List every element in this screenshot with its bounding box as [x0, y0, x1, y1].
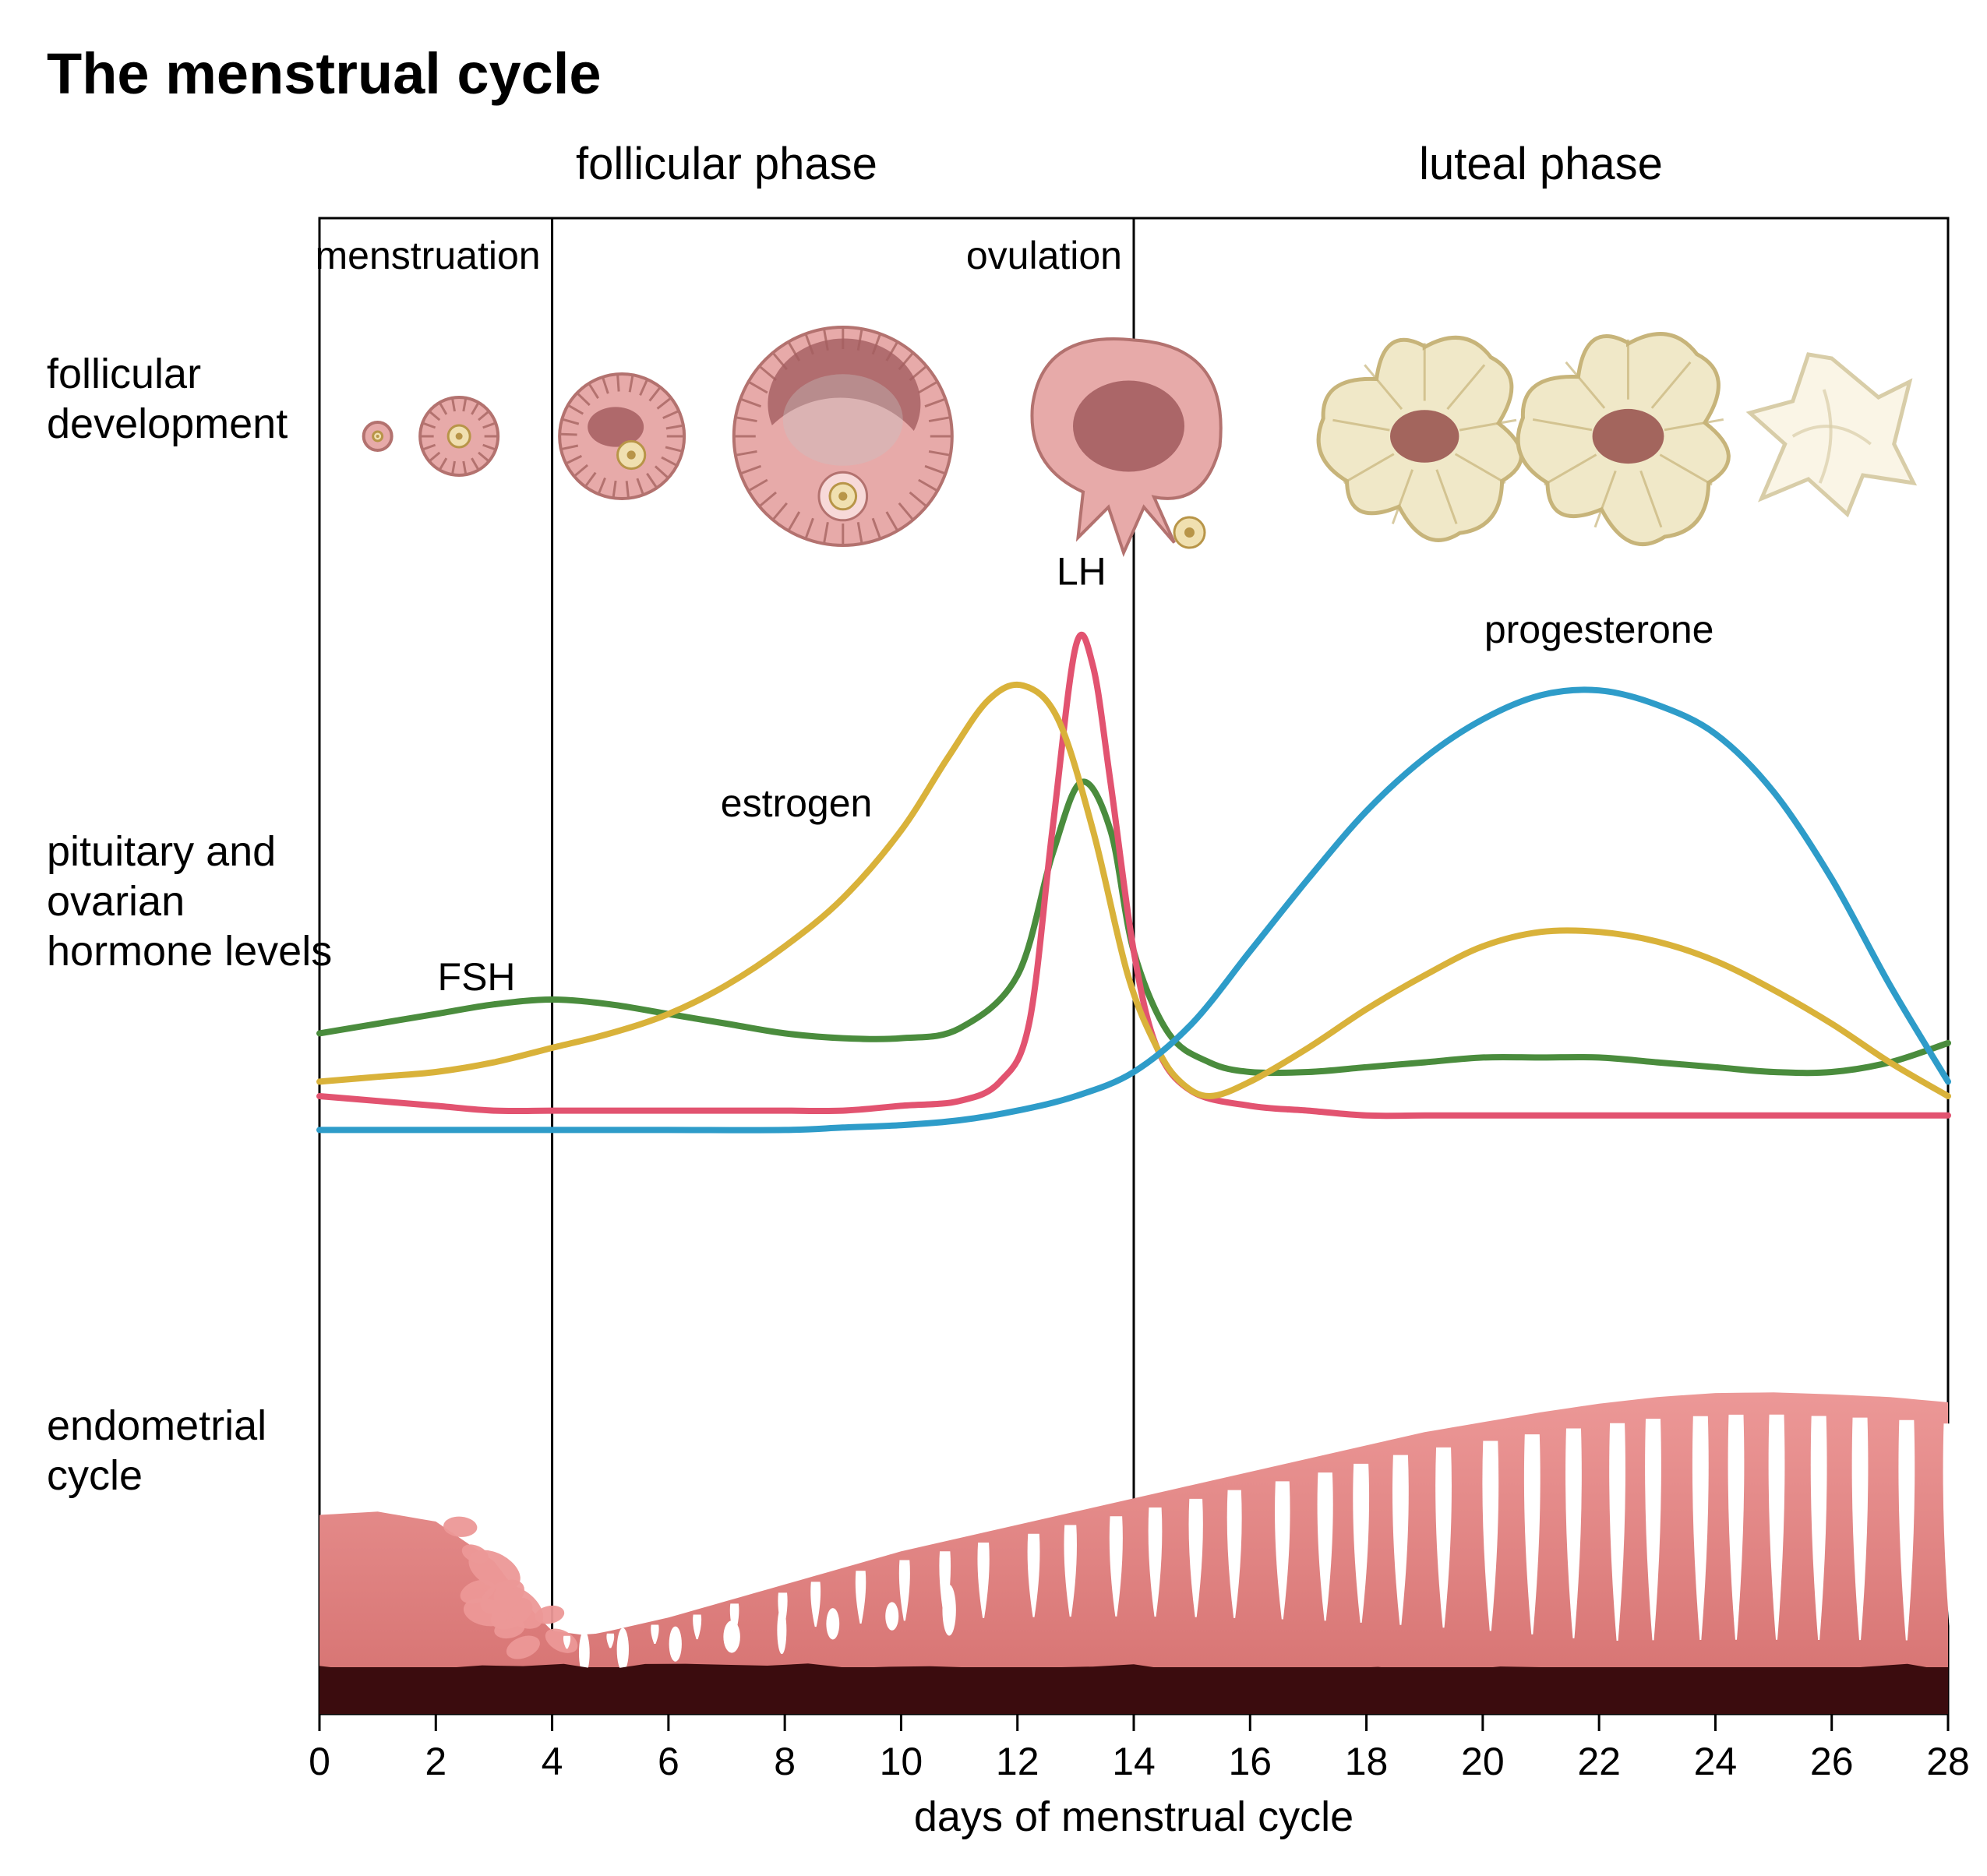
x-tick-label: 22: [1577, 1740, 1621, 1783]
follicle-stage: [1750, 354, 1914, 514]
row-label: endometrial: [47, 1402, 266, 1449]
row-label: ovarian: [47, 878, 185, 925]
follicle-stage: [364, 422, 392, 450]
row-label: hormone levels: [47, 928, 332, 975]
row-label: development: [47, 400, 288, 447]
x-axis-label: days of menstrual cycle: [914, 1793, 1353, 1840]
x-tick-label: 4: [542, 1740, 563, 1783]
follicle-stage: [1032, 339, 1220, 553]
x-tick-label: 14: [1112, 1740, 1156, 1783]
x-tick-label: 18: [1345, 1740, 1389, 1783]
follicle-stage: [1318, 337, 1521, 540]
hormone-label: progesterone: [1484, 608, 1714, 651]
hormone-label: estrogen: [721, 781, 873, 825]
follicle-stage: [559, 374, 684, 499]
event-label: ovulation: [966, 234, 1122, 277]
x-tick-label: 8: [774, 1740, 796, 1783]
x-tick-label: 28: [1926, 1740, 1970, 1783]
phase-label: follicular phase: [576, 139, 877, 189]
x-tick-label: 24: [1694, 1740, 1738, 1783]
x-tick-label: 6: [658, 1740, 679, 1783]
phase-label: luteal phase: [1419, 139, 1663, 189]
x-tick-label: 2: [425, 1740, 446, 1783]
x-tick-label: 0: [309, 1740, 330, 1783]
page-title: The menstrual cycle: [47, 41, 602, 106]
follicle-stage: [1518, 334, 1728, 545]
endometrium: [319, 1392, 1959, 1714]
follicle-stage: [420, 397, 498, 475]
x-tick-label: 10: [880, 1740, 923, 1783]
hormone-label: FSH: [438, 955, 516, 999]
event-label: menstruation: [316, 234, 541, 277]
x-tick-label: 26: [1810, 1740, 1854, 1783]
x-tick-label: 12: [996, 1740, 1039, 1783]
row-label: cycle: [47, 1452, 143, 1499]
hormone-label: LH: [1057, 549, 1106, 593]
row-label: follicular: [47, 351, 201, 397]
x-tick-label: 20: [1461, 1740, 1505, 1783]
row-label: pituitary and: [47, 828, 276, 875]
follicle-stage: [734, 327, 952, 545]
x-tick-label: 16: [1228, 1740, 1272, 1783]
